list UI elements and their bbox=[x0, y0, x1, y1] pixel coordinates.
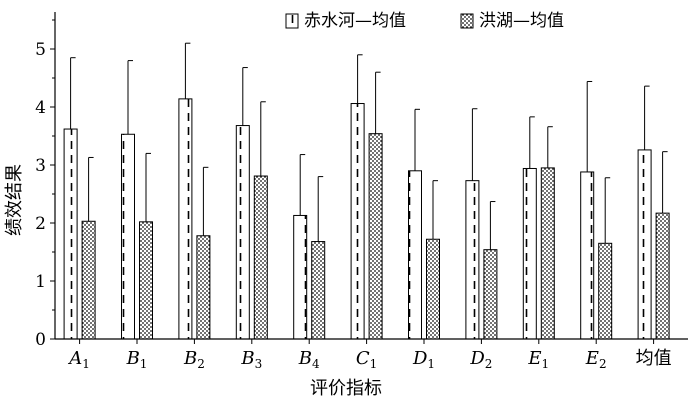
bars-layer bbox=[63, 98, 670, 340]
x-tick-label-8: E1 bbox=[527, 348, 549, 371]
bar-honghu-4 bbox=[311, 241, 326, 340]
bar-chishuihe-3 bbox=[235, 125, 250, 340]
bar-chishuihe-5 bbox=[350, 103, 365, 340]
y-tick-label-1: 1 bbox=[35, 272, 46, 292]
bar-honghu-0 bbox=[81, 220, 96, 340]
bar-honghu-1 bbox=[139, 221, 153, 340]
x-tick-label-6: D1 bbox=[412, 348, 435, 371]
bar-honghu-7 bbox=[483, 249, 498, 340]
x-tick-label-0: A1 bbox=[67, 348, 90, 371]
x-axis-title: 评价指标 bbox=[310, 378, 382, 399]
bar-chishuihe-2 bbox=[178, 98, 193, 340]
legend: 赤水河—均值 洪湖—均值 bbox=[285, 11, 564, 31]
y-tick-label-5: 5 bbox=[35, 40, 46, 60]
bar-chishuihe-7 bbox=[465, 180, 480, 340]
legend-label-honghu: 洪湖—均值 bbox=[479, 11, 564, 31]
y-axis-title: 绩效结果 bbox=[4, 164, 25, 236]
x-tick-label-4: B4 bbox=[298, 348, 320, 371]
bar-chishuihe-0 bbox=[63, 128, 78, 340]
error-bars-layer bbox=[70, 42, 668, 250]
legend-swatch-chishuihe bbox=[285, 13, 299, 29]
x-tick-label-7: D2 bbox=[469, 348, 492, 371]
x-tick-label-10: 均值 bbox=[636, 348, 672, 369]
x-tick-label-9: E2 bbox=[585, 348, 607, 371]
bar-chishuihe-6 bbox=[408, 170, 422, 340]
bar-honghu-10 bbox=[655, 212, 670, 340]
legend-swatch-honghu bbox=[460, 13, 474, 29]
y-tick-label-3: 3 bbox=[35, 156, 46, 176]
bar-chishuihe-10 bbox=[637, 149, 652, 340]
bar-chishuihe-9 bbox=[580, 171, 595, 340]
y-tick-label-2: 2 bbox=[35, 214, 46, 234]
bar-honghu-2 bbox=[196, 235, 211, 340]
x-tick-label-2: B2 bbox=[183, 348, 205, 371]
x-tick-label-3: B3 bbox=[240, 348, 262, 371]
legend-item-honghu: 洪湖—均值 bbox=[460, 11, 564, 31]
y-tick-label-0: 0 bbox=[35, 330, 46, 350]
bar-honghu-5 bbox=[368, 133, 383, 340]
bar-chishuihe-8 bbox=[522, 167, 537, 340]
bar-chishuihe-4 bbox=[293, 214, 308, 340]
legend-label-chishuihe: 赤水河—均值 bbox=[304, 11, 406, 31]
legend-item-chishuihe: 赤水河—均值 bbox=[285, 11, 406, 31]
bar-honghu-6 bbox=[426, 238, 440, 340]
x-tick-label-5: C1 bbox=[356, 348, 377, 371]
y-tick-label-4: 4 bbox=[35, 98, 46, 118]
bar-honghu-9 bbox=[598, 242, 613, 340]
bar-honghu-3 bbox=[253, 175, 268, 340]
axes: 0 1 2 3 4 5 A1 B1 B2 B3 B4 C1 D1 D2 E1 E2 均值 bbox=[35, 12, 688, 371]
bar-honghu-8 bbox=[540, 167, 555, 340]
bar-chishuihe-1 bbox=[121, 133, 135, 340]
x-tick-label-1: B1 bbox=[126, 348, 148, 371]
